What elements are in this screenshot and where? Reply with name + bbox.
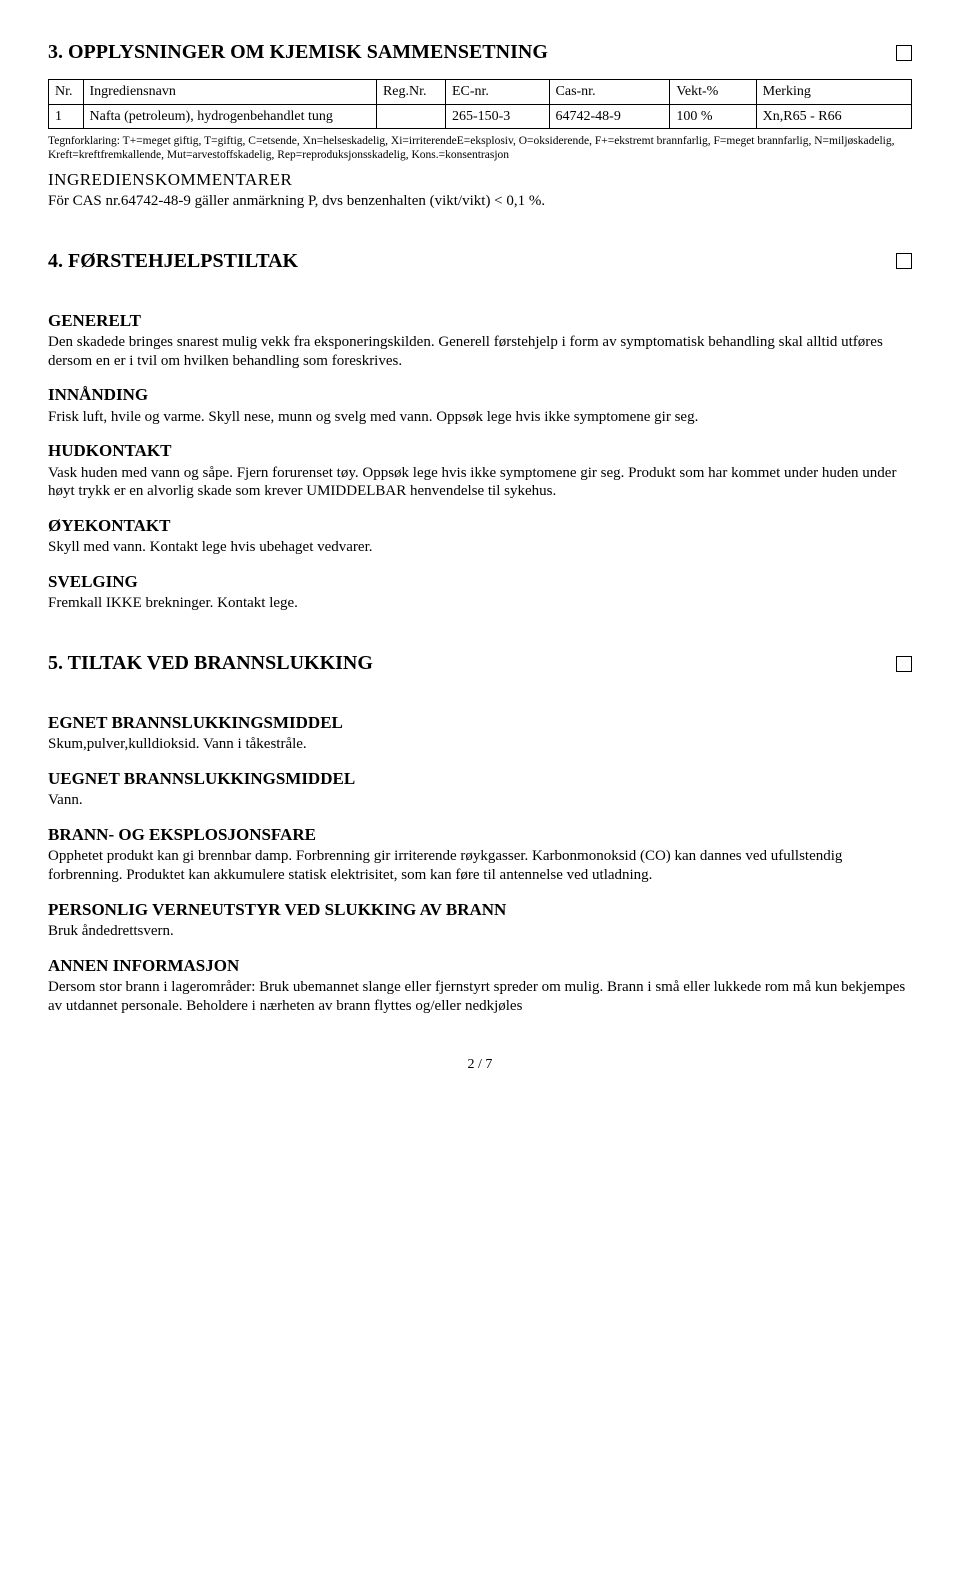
hudkontakt-heading: HUDKONTAKT <box>48 440 912 461</box>
table-header-cell: Ingrediensnavn <box>83 80 376 105</box>
ingredienskommentarer-body: För CAS nr.64742-48-9 gäller anmärkning … <box>48 192 912 211</box>
innanding-heading: INNÅNDING <box>48 384 912 405</box>
ingredienskommentarer-heading: INGREDIENSKOMMENTARER <box>48 169 912 190</box>
annen-body: Dersom stor brann i lagerområder: Bruk u… <box>48 978 912 1016</box>
section5-heading-row: 5. TILTAK VED BRANNSLUKKING <box>48 651 912 676</box>
section5-heading: 5. TILTAK VED BRANNSLUKKING <box>48 651 373 676</box>
section4-heading: 4. FØRSTEHJELPSTILTAK <box>48 249 298 274</box>
table-header-cell: EC-nr. <box>445 80 549 105</box>
annen-heading: ANNEN INFORMASJON <box>48 955 912 976</box>
page-footer: 2 / 7 <box>48 1056 912 1074</box>
hudkontakt-body: Vask huden med vann og såpe. Fjern forur… <box>48 464 912 502</box>
table-cell <box>376 104 445 129</box>
table-header-cell: Cas-nr. <box>549 80 670 105</box>
table-cell: 64742-48-9 <box>549 104 670 129</box>
brannfare-body: Opphetet produkt kan gi brennbar damp. F… <box>48 847 912 885</box>
egnet-body: Skum,pulver,kulldioksid. Vann i tåkestrå… <box>48 735 912 754</box>
oyekontakt-heading: ØYEKONTAKT <box>48 515 912 536</box>
personlig-body: Bruk åndedrettsvern. <box>48 922 912 941</box>
uegnet-body: Vann. <box>48 791 912 810</box>
tegnforklaring: Tegnforklaring: T+=meget giftig, T=gifti… <box>48 135 912 163</box>
table-row: 1Nafta (petroleum), hydrogenbehandlet tu… <box>49 104 912 129</box>
table-header-cell: Reg.Nr. <box>376 80 445 105</box>
checkbox-icon <box>896 656 912 672</box>
oyekontakt-body: Skyll med vann. Kontakt lege hvis ubehag… <box>48 538 912 557</box>
svelging-body: Fremkall IKKE brekninger. Kontakt lege. <box>48 594 912 613</box>
table-header-cell: Nr. <box>49 80 84 105</box>
generelt-body: Den skadede bringes snarest mulig vekk f… <box>48 333 912 371</box>
table-cell: Nafta (petroleum), hydrogenbehandlet tun… <box>83 104 376 129</box>
section4-heading-row: 4. FØRSTEHJELPSTILTAK <box>48 249 912 274</box>
table-header-cell: Merking <box>756 80 911 105</box>
section3-heading-row: 3. OPPLYSNINGER OM KJEMISK SAMMENSETNING <box>48 40 912 65</box>
table-cell: 265-150-3 <box>445 104 549 129</box>
section3-heading: 3. OPPLYSNINGER OM KJEMISK SAMMENSETNING <box>48 40 548 65</box>
brannfare-heading: BRANN- OG EKSPLOSJONSFARE <box>48 824 912 845</box>
generelt-heading: GENERELT <box>48 310 912 331</box>
innanding-body: Frisk luft, hvile og varme. Skyll nese, … <box>48 408 912 427</box>
ingredients-table: Nr.IngrediensnavnReg.Nr.EC-nr.Cas-nr.Vek… <box>48 79 912 129</box>
table-cell: 1 <box>49 104 84 129</box>
table-cell: Xn,R65 - R66 <box>756 104 911 129</box>
uegnet-heading: UEGNET BRANNSLUKKINGSMIDDEL <box>48 768 912 789</box>
table-header-cell: Vekt-% <box>670 80 756 105</box>
table-cell: 100 % <box>670 104 756 129</box>
svelging-heading: SVELGING <box>48 571 912 592</box>
egnet-heading: EGNET BRANNSLUKKINGSMIDDEL <box>48 712 912 733</box>
checkbox-icon <box>896 253 912 269</box>
personlig-heading: PERSONLIG VERNEUTSTYR VED SLUKKING AV BR… <box>48 899 912 920</box>
checkbox-icon <box>896 45 912 61</box>
